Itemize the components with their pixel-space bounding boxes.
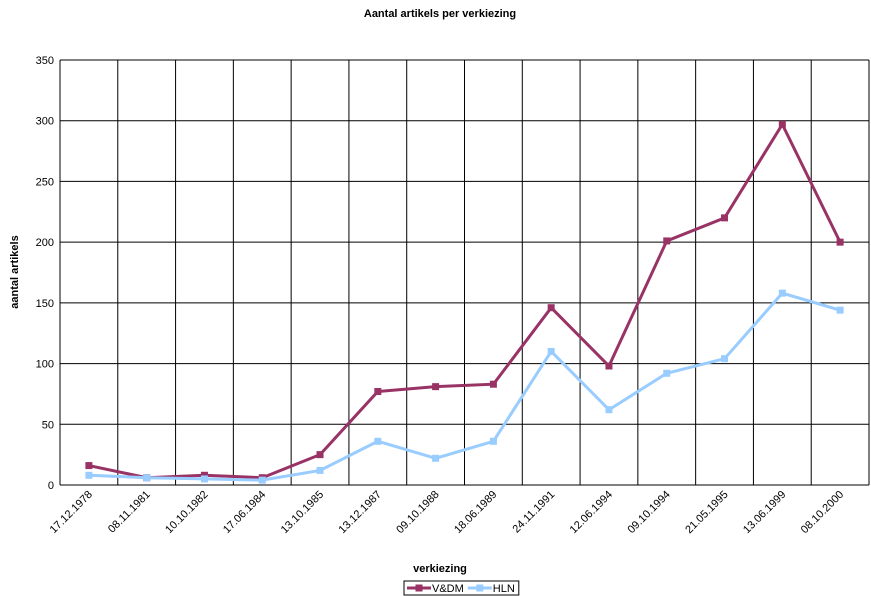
- y-tick-label: 100: [36, 359, 54, 371]
- x-tick-label: 09.10.1988: [394, 489, 441, 536]
- x-tick-label: 10.10.1982: [163, 489, 210, 536]
- x-tick-label: 13.12.1987: [337, 489, 384, 536]
- x-tick-label: 13.06.1999: [741, 489, 788, 536]
- x-tick-label: 12.06.1994: [568, 489, 615, 536]
- data-point: [778, 289, 786, 297]
- data-point: [200, 471, 208, 479]
- data-point: [663, 237, 671, 245]
- data-point: [547, 347, 555, 355]
- data-point: [374, 388, 382, 395]
- data-point: [721, 355, 729, 363]
- data-point: [432, 383, 440, 391]
- legend-marker: [476, 584, 484, 592]
- data-point: [547, 304, 555, 312]
- data-point: [143, 474, 151, 482]
- legend-marker: [415, 584, 423, 592]
- legend-item: HLN: [467, 583, 515, 595]
- data-point: [258, 476, 266, 484]
- x-tick-label: 08.11.1981: [106, 489, 153, 536]
- x-axis-label: verkiezing: [413, 563, 467, 575]
- series-line: [88, 121, 842, 480]
- x-tick-label: 13.10.1985: [279, 489, 326, 536]
- legend-item: V&DM: [407, 583, 464, 595]
- data-point: [836, 306, 844, 314]
- data-point: [85, 462, 93, 470]
- data-point: [836, 238, 844, 246]
- chart-title: Aantal artikels per verkiezing: [364, 8, 516, 20]
- data-point: [778, 120, 786, 128]
- data-point: [489, 380, 497, 388]
- x-tick-label: 17.06.1984: [221, 489, 268, 536]
- data-point: [85, 471, 93, 479]
- legend-label: V&DM: [432, 583, 464, 595]
- data-point: [200, 475, 208, 483]
- legend: V&DM HLN: [403, 580, 520, 596]
- y-tick-label: 350: [36, 55, 54, 67]
- x-tick-label: 24.11.1991: [510, 489, 557, 536]
- data-point: [316, 466, 324, 474]
- y-axis-label: aantal artikels: [9, 235, 21, 308]
- y-tick-label: 150: [36, 298, 54, 310]
- x-tick-label: 09.10.1994: [625, 489, 672, 536]
- data-point: [721, 214, 729, 222]
- data-point: [432, 454, 440, 462]
- y-tick-label: 50: [42, 419, 54, 431]
- x-tick-label: 18.06.1989: [452, 489, 499, 536]
- y-tick-label: 0: [48, 480, 54, 492]
- legend-box: [403, 580, 520, 596]
- y-tick-label: 250: [36, 176, 54, 188]
- data-point: [374, 437, 382, 445]
- data-point: [489, 437, 497, 445]
- data-point: [663, 369, 671, 377]
- x-tick-label: 17.12.1978: [48, 489, 95, 536]
- y-tick-label: 200: [36, 237, 54, 249]
- legend-label: HLN: [493, 583, 515, 595]
- data-point: [316, 451, 324, 459]
- x-tick-label: 21.05.1995: [683, 489, 730, 536]
- series-line: [88, 291, 841, 482]
- y-tick-label: 300: [36, 116, 54, 128]
- data-point: [605, 406, 613, 414]
- data-point: [605, 362, 613, 370]
- x-tick-label: 08.10.2000: [799, 489, 846, 536]
